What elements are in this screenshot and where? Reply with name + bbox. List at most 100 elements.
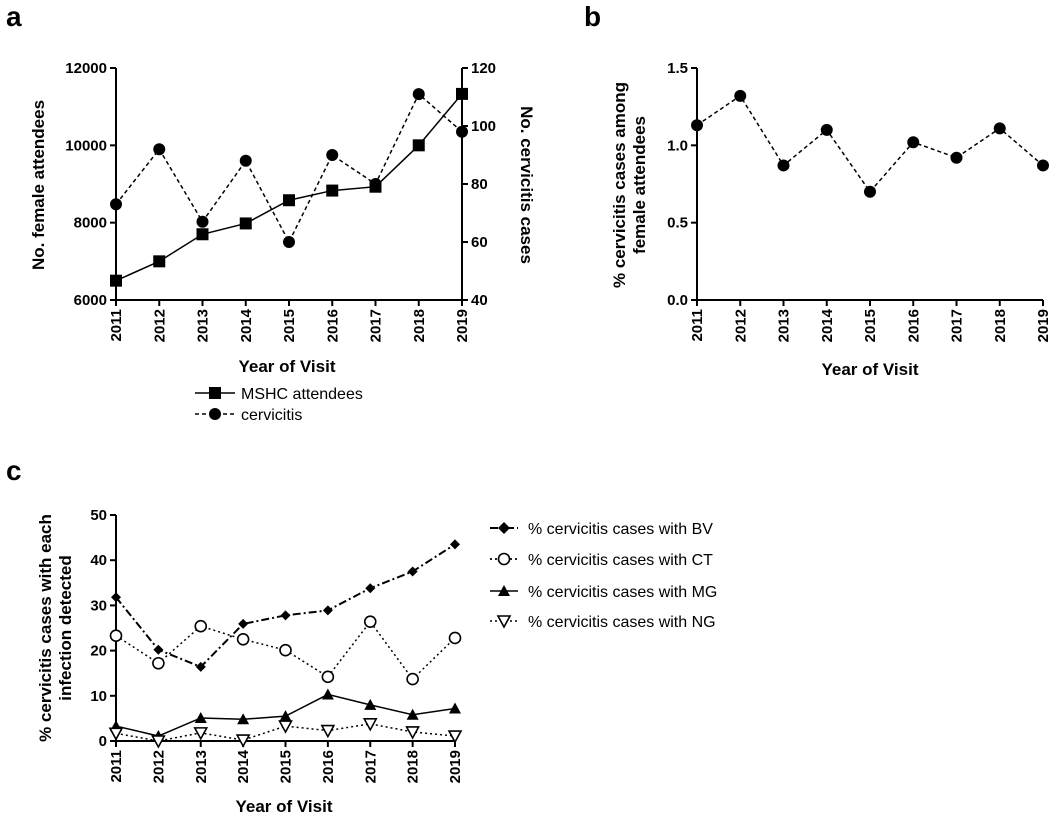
panel-c-series-1-point (109, 629, 123, 642)
panel-b-series-0-point (691, 119, 703, 132)
panel-a-right-y-tick-label: 100 (471, 118, 496, 135)
panel-b-x-tick-label: 2012 (732, 309, 749, 342)
panel-a-series-1-point (283, 236, 295, 248)
panel-c-series-3-point (362, 718, 378, 732)
panel-b-x-axis-label: Year of Visit (821, 360, 918, 379)
panel-a-right-y-tick-label: 40 (471, 292, 488, 309)
panel-c-series-0-point (195, 661, 206, 672)
panel-b-series-0-line (696, 94, 1044, 193)
panel-b-y-axis-label-line1: % cervicitis cases among (610, 82, 629, 288)
legend-marker-diamond (498, 522, 510, 534)
legend-marker-open-triangle-down (496, 615, 512, 629)
panel-b-x-tick-label: 2017 (949, 309, 966, 342)
legend-marker-open-circle (497, 552, 511, 566)
panel-c-series-0-point (407, 566, 418, 577)
legend-label-ng: % cervicitis cases with NG (528, 614, 716, 631)
panel-a-series-1-point (326, 149, 339, 161)
panel-b-x-tick-label: 2011 (689, 309, 706, 342)
legend-marker-circle (209, 408, 221, 420)
panel-a-series-0-point (283, 194, 295, 207)
panel-a-right-y-tick-label: 60 (471, 234, 488, 251)
panel-c-series-3-point (235, 734, 251, 748)
legend-label-mg: % cervicitis cases with MG (528, 584, 717, 601)
panel-c-x-tick-label: 2013 (193, 750, 210, 783)
panel-c-y-tick-label: 10 (90, 688, 107, 705)
panel-b-series-0-point (734, 89, 747, 102)
panel-c-series-3-point (447, 730, 463, 744)
panel-c-series-2-point (364, 698, 377, 710)
panel-c-series-3-point (320, 724, 336, 739)
panel-c-x-tick-label: 2018 (405, 750, 422, 783)
panel-c-x-tick-label: 2019 (447, 750, 464, 783)
panel-c-series-0-point (111, 592, 121, 603)
panel-c-series-2-point (321, 688, 334, 700)
panel-c-series-3-point (108, 727, 124, 741)
panel-a-x-tick-label: 2016 (324, 309, 341, 342)
panel-c-series-0-point (238, 618, 249, 629)
panel-c-x-tick-label: 2011 (108, 750, 125, 783)
panel-a-series-0-point (196, 228, 209, 241)
panel-c-series-0-point (450, 539, 460, 550)
panel-b-y-tick-label: 0.0 (667, 292, 688, 309)
panel-c-y-tick-label: 50 (90, 507, 107, 524)
panel-a-series-1-point (110, 198, 122, 211)
panel-c-series-1-point (194, 619, 208, 633)
panel-a-series-0-point (153, 255, 166, 268)
legend-label-bv: % cervicitis cases with BV (528, 521, 713, 538)
panel-c-x-tick-label: 2015 (278, 750, 295, 783)
legend-label-cervicitis: cervicitis (241, 407, 302, 424)
panel-a-y-tick-label: 8000 (74, 215, 107, 232)
panel-a-y-tick-label: 6000 (74, 292, 107, 309)
panel-a-series-1-point (369, 178, 382, 190)
panel-a-series-1-point (153, 143, 166, 156)
panel-c-y-axis-label-line2: infection detected (56, 555, 75, 700)
panel-c-series-0-point (365, 583, 376, 594)
panel-b-series-0-point (864, 185, 876, 198)
panel-c-series-2-point (194, 711, 207, 723)
panel-a-y-tick-label: 12000 (65, 60, 107, 77)
panel-c-series-2-point (279, 710, 292, 722)
panel-b-y-tick-label: 1.0 (667, 137, 688, 154)
legend-marker-triangle (498, 585, 510, 596)
panel-a-series-0-point (239, 217, 252, 230)
panel-b-series-0-point (820, 123, 833, 136)
panel-c-x-tick-label: 2012 (150, 750, 167, 783)
panel-c-y-axis-label-line1: % cervicitis cases with each (36, 514, 55, 742)
panel-c-legend: % cervicitis cases with BV % cervicitis … (490, 521, 717, 631)
panel-c-chart: 0 10 20 30 40 50 2011 2012 2013 2014 2015 2016 2017 2… (90, 507, 464, 783)
panel-a-chart: 6000 8000 10000 12000 40 60 80 100 120 2011 2012 20… (65, 60, 496, 342)
panel-c-series-1-point (406, 672, 419, 686)
panel-c-y-tick-label: 20 (90, 643, 107, 660)
panel-c-series-1-point (321, 670, 335, 684)
panel-a-y-tick-label: 10000 (65, 137, 107, 154)
panel-c-x-tick-label: 2016 (320, 750, 337, 783)
panel-label-b: b (584, 1, 601, 32)
panel-c-series-3-point (151, 735, 166, 749)
panel-a-x-tick-label: 2012 (151, 309, 168, 342)
panel-c-series-2-point (449, 702, 461, 714)
panel-b-series-0-point (1037, 159, 1049, 172)
panel-a-series-1-point (412, 88, 425, 101)
panel-b-y-tick-label: 0.5 (667, 215, 688, 232)
panel-c-y-tick-label: 0 (99, 733, 107, 750)
panel-a-series-1-line (115, 92, 463, 244)
panel-c-series-3-point (405, 726, 420, 740)
panel-b-series-0-point (907, 136, 920, 149)
panel-a-x-tick-label: 2013 (195, 309, 212, 342)
panel-a-series-0-point (456, 87, 468, 100)
panel-a-series-0-point (326, 184, 339, 197)
panel-a-right-y-axis-label: No. cervicitis cases (517, 106, 536, 264)
panel-c-series-0-point (322, 605, 333, 616)
panel-b-x-tick-label: 2019 (1035, 309, 1052, 342)
panel-c-series-2-point (406, 708, 419, 720)
panel-a-x-tick-label: 2019 (454, 309, 471, 342)
panel-a-series-1-point (456, 125, 468, 138)
panel-b-chart: 0.0 0.5 1.0 1.5 2011 2012 2013 2014 2015 2016 2017… (667, 60, 1052, 342)
panel-label-a: a (6, 1, 22, 32)
panel-c-series-1-point (152, 656, 165, 670)
panel-a-series-1-point (196, 215, 209, 228)
panel-c-series-1-point (448, 631, 462, 645)
panel-c-y-tick-label: 40 (90, 552, 107, 569)
panel-c-x-axis-label: Year of Visit (235, 797, 332, 816)
